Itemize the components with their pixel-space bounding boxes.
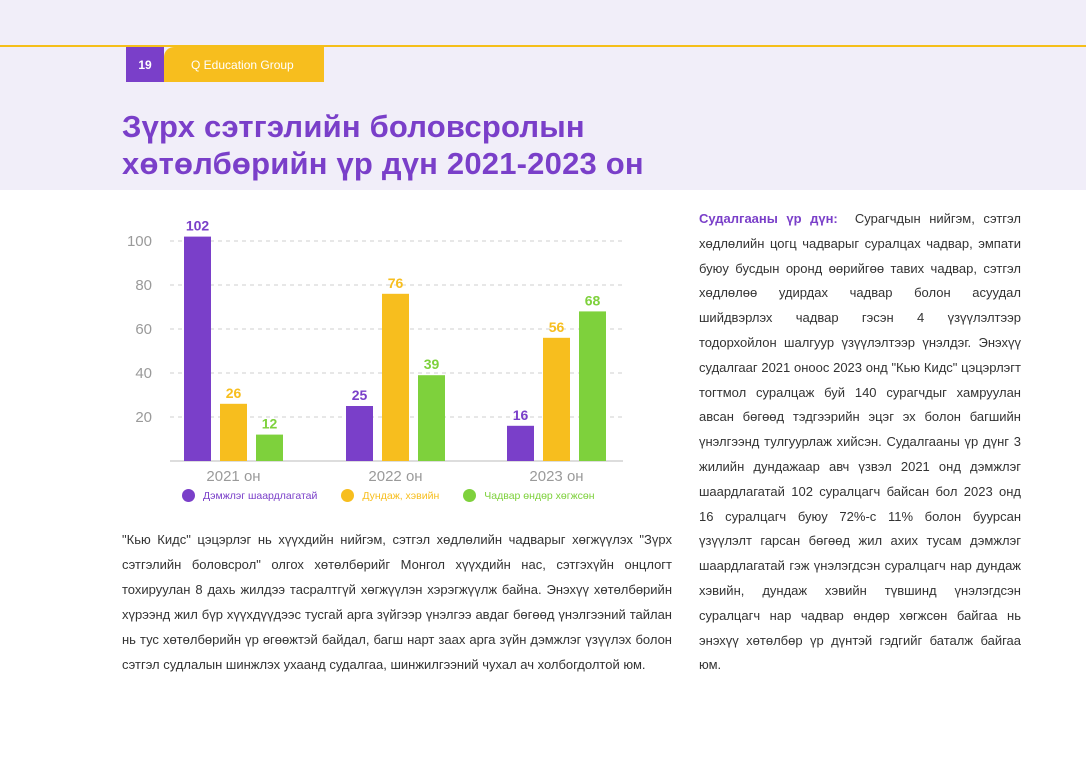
side-column: Судалгааны үр дүн: Сурагчдын нийгэм, сэт… [699,207,1021,678]
bar [220,403,247,461]
legend-item: Дундаж, хэвийн [341,489,439,502]
data-label: 12 [262,416,278,432]
bar [543,337,570,461]
side-lead: Судалгааны үр дүн: [699,211,838,226]
chart-legend: Дэмжлэг шаардлагатай Дундаж, хэвийн Чадвар… [182,489,619,502]
bar [418,375,445,461]
x-tick-label: 2021 он [206,468,260,485]
legend-swatch [341,489,355,502]
header-band [0,0,1086,190]
y-tick-label: 100 [127,233,152,250]
body-paragraph: "Кью Кидс" цэцэрлэг нь хүүхдийн нийгэм, … [122,532,672,672]
y-tick-label: 20 [135,409,152,426]
bar-chart: 20 40 60 80 100 102 26 12 2021 он 25 76 39 2022 он 16… [118,203,638,513]
x-tick-label: 2022 он [368,468,422,485]
bar [579,311,606,461]
page-title-line-2: хөтөлбөрийн үр дүн 2021-2023 он [122,146,644,181]
data-label: 102 [186,218,210,234]
data-label: 39 [424,356,440,372]
y-tick-label: 60 [135,321,152,338]
top-rule [0,45,1086,47]
y-tick-label: 80 [135,277,152,294]
data-label: 76 [388,275,404,291]
x-tick-label: 2023 он [529,468,583,485]
page-number: 19 [126,47,164,82]
legend-swatch [463,489,477,502]
bar [507,425,534,461]
bar [382,293,409,461]
page-title-line-1: Зүрх сэтгэлийн боловсролын [122,109,585,144]
legend-label: Дундаж, хэвийн [362,489,440,502]
legend-item: Чадвар өндөр хөгжсөн [463,489,595,502]
y-tick-label: 40 [135,365,152,382]
bar [256,434,283,461]
data-label: 25 [352,387,368,403]
bar [184,236,211,461]
data-label: 56 [549,319,565,335]
brand-label: Q Education Group [164,47,324,82]
chart-canvas: 20 40 60 80 100 102 26 12 2021 он 25 76 39 2022 он 16… [127,218,623,485]
legend-label: Дэмжлэг шаардлагатай [203,489,318,502]
side-body: Сурагчдын нийгэм, сэтгэл хөдлөлийн цогц … [699,211,1021,673]
legend-item: Дэмжлэг шаардлагатай [182,489,317,502]
page-title: Зүрх сэтгэлийн боловсролын хөтөлбөрийн ү… [122,108,822,182]
data-label: 26 [226,385,242,401]
legend-label: Чадвар өндөр хөгжсөн [484,489,595,502]
bar [346,406,373,461]
data-label: 16 [513,407,529,423]
legend-swatch [182,489,195,502]
data-label: 68 [585,292,601,308]
